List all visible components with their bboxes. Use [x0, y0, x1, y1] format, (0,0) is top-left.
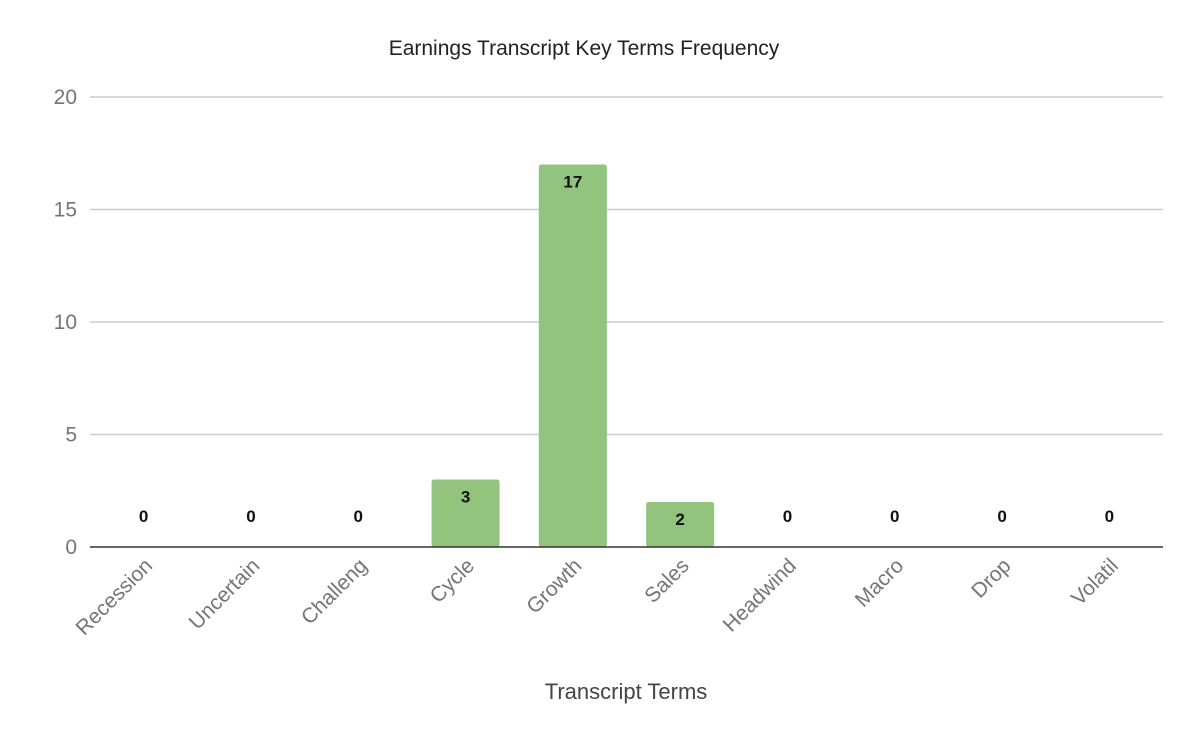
- y-axis-tick-labels: 0 5 10 15 20: [54, 86, 77, 559]
- data-label-drop: 0: [997, 507, 1006, 526]
- x-axis-category-labels: Recession Uncertain Challeng Cycle Growth Sal…: [72, 554, 1123, 640]
- data-label-growth: 17: [563, 173, 582, 192]
- x-tick-label-challeng: Challeng: [297, 554, 372, 629]
- data-label-volatil: 0: [1105, 507, 1114, 526]
- x-tick-label-sales: Sales: [640, 554, 693, 607]
- x-tick-label-recession: Recession: [72, 554, 158, 640]
- x-tick-label-uncertain: Uncertain: [185, 554, 265, 634]
- bar-growth: [538, 164, 607, 547]
- data-label-recession: 0: [139, 507, 148, 526]
- data-label-uncertain: 0: [246, 507, 255, 526]
- gridlines: [90, 96, 1163, 436]
- y-tick-label-15: 15: [54, 199, 77, 222]
- y-tick-label-10: 10: [54, 311, 77, 334]
- bars: [431, 164, 715, 547]
- x-tick-label-headwind: Headwind: [719, 554, 801, 636]
- y-tick-label-20: 20: [54, 86, 77, 109]
- x-tick-label-drop: Drop: [967, 554, 1015, 602]
- bar-sales: [646, 502, 715, 547]
- data-label-challeng: 0: [354, 507, 363, 526]
- x-tick-label-cycle: Cycle: [426, 554, 479, 607]
- data-label-macro: 0: [890, 507, 899, 526]
- x-axis-title: Transcript Terms: [545, 679, 708, 704]
- data-labels: 0 0 0 3 17 2 0 0 0 0: [139, 173, 1114, 530]
- x-tick-label-growth: Growth: [522, 554, 586, 618]
- y-tick-label-5: 5: [65, 424, 77, 447]
- x-tick-label-macro: Macro: [851, 554, 909, 612]
- data-label-headwind: 0: [783, 507, 792, 526]
- data-label-sales: 2: [675, 510, 684, 529]
- data-label-cycle: 3: [461, 488, 470, 507]
- x-tick-label-volatil: Volatil: [1067, 554, 1123, 610]
- bar-cycle: [431, 479, 500, 547]
- y-tick-label-0: 0: [65, 536, 77, 559]
- chart-title: Earnings Transcript Key Terms Frequency: [389, 37, 780, 60]
